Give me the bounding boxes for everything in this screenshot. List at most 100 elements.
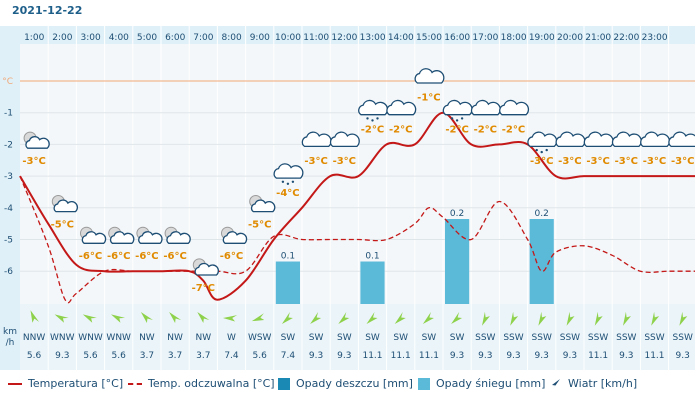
legend-wind-label: Wiatr [km/h]	[568, 377, 638, 390]
temperature-label: -3°C	[22, 156, 45, 167]
snowflake-dot	[540, 150, 543, 154]
precipitation-bar	[360, 261, 385, 304]
wind-speed-label: 9.3	[535, 351, 549, 361]
temperature-label: -3°C	[530, 156, 553, 167]
wind-direction-label: SSW	[644, 333, 664, 343]
y-tick-label: -6	[4, 267, 13, 277]
hour-label: 10:00	[275, 33, 301, 43]
wind-arrow-icon	[30, 310, 40, 323]
wind-speed-label: 3.7	[196, 351, 210, 361]
cloud-snow-icon	[442, 99, 473, 122]
precipitation-label: 0.2	[450, 209, 464, 219]
legend-temperature: Temperatura [°C]	[8, 377, 123, 390]
cloud-shape	[414, 68, 445, 84]
wind-speed-label: 11.1	[419, 351, 439, 361]
wind-arrow-shape	[451, 312, 463, 324]
cloud-shape	[222, 231, 248, 244]
wind-arrow-shape	[566, 311, 575, 326]
precipitation-bar	[529, 219, 554, 304]
temperature-label: -5°C	[51, 220, 74, 231]
y-tick-label: -1	[4, 109, 13, 119]
cloud-shape	[109, 231, 135, 244]
wind-arrow-shape	[538, 311, 547, 326]
legend-rain-swatch	[278, 378, 290, 390]
hour-label: 2:00	[52, 33, 72, 43]
legend-feels-like-swatch	[128, 383, 142, 385]
wind-arrow-shape	[394, 312, 406, 324]
wind-arrow-shape	[366, 312, 378, 324]
precipitation-label: 0.1	[281, 252, 295, 262]
y-tick-label: -5	[4, 236, 13, 246]
y-tick-label: -3	[4, 172, 13, 182]
wind-arrow-shape	[594, 311, 603, 326]
temperature-label: -2°C	[502, 124, 525, 135]
cloud-shape	[499, 99, 530, 116]
wind-arrow-shape	[481, 311, 490, 326]
temperature-label: -3°C	[586, 156, 609, 167]
wind-speed-label: 9.3	[309, 351, 323, 361]
wind-direction-label: SW	[393, 333, 408, 343]
snowflake-dot	[366, 117, 369, 120]
wind-direction-label: WNW	[106, 333, 131, 343]
wind-speed-label: 9.3	[506, 351, 520, 361]
wind-arrow-shape	[622, 311, 631, 326]
wind-direction-label: NW	[167, 333, 183, 343]
temperature-label: -6°C	[163, 251, 186, 262]
wind-arrow-icon	[538, 311, 547, 326]
wind-speed-label: 9.3	[676, 351, 690, 361]
cloud-shape	[386, 99, 417, 116]
temperature-label: -6°C	[135, 251, 158, 262]
wind-direction-label: WNW	[50, 333, 75, 343]
cloud-icon	[329, 131, 360, 148]
wind-arrow-icon	[169, 312, 182, 323]
temperature-label: -3°C	[615, 156, 638, 167]
hour-label: 3:00	[80, 33, 100, 43]
wind-direction-label: SW	[281, 333, 296, 343]
wind-speed-label: 11.1	[644, 351, 664, 361]
wind-direction-label: SSW	[475, 333, 495, 343]
wind-arrow-icon	[422, 312, 434, 324]
partly-cloudy-day-icon	[249, 195, 276, 213]
wind-speed-label: 9.3	[619, 351, 633, 361]
temperature-label: -6°C	[79, 251, 102, 262]
wind-arrow-shape	[197, 312, 210, 323]
wind-arrow-shape	[679, 311, 688, 326]
wind-speed-label: 11.1	[391, 351, 411, 361]
temperature-label: -3°C	[671, 156, 694, 167]
chart-legend: Temperatura [°C] Temp. odczuwalna [°C] O…	[0, 372, 695, 396]
feels-like-line	[19, 175, 695, 304]
hour-label: 18:00	[501, 33, 527, 43]
wind-arrow-icon	[394, 312, 406, 324]
cloud-shape	[668, 131, 695, 148]
wind-arrow-shape	[223, 315, 238, 322]
legend-snow-label: Opady śniegu [mm]	[436, 377, 546, 390]
hour-label: 8:00	[221, 33, 241, 43]
wind-arrow-shape	[30, 310, 40, 323]
temperature-label: -3°C	[333, 156, 356, 167]
wind-arrow-icon	[366, 312, 378, 324]
cloud-shape	[25, 136, 50, 149]
hour-label: 6:00	[165, 33, 185, 43]
wind-arrow-icon	[140, 312, 153, 323]
wind-unit-label: /h	[6, 338, 15, 348]
partly-cloudy-night-icon	[51, 195, 79, 213]
wind-direction-label: SSW	[616, 333, 636, 343]
wind-arrow-shape	[651, 311, 660, 326]
wind-speed-label: 9.3	[563, 351, 577, 361]
temperature-label: -2°C	[474, 124, 497, 135]
wind-arrow-icon	[82, 314, 97, 323]
weather-chart: 1:00 2:00 3:00 4:00 5:00 6:00 7:00 8:00 9:00 10:0…	[0, 26, 695, 370]
temperature-label: -5°C	[248, 220, 271, 231]
snowflake-dot	[286, 182, 290, 185]
wind-arrow-icon	[223, 315, 238, 322]
wind-arrow-icon	[54, 314, 69, 323]
wind-arrow-icon	[281, 312, 293, 324]
wind-arrow-shape	[82, 314, 97, 323]
wind-arrow-shape	[111, 314, 126, 323]
legend-snow: Opady śniegu [mm]	[418, 377, 545, 390]
partly-cloudy-night-icon	[192, 258, 220, 276]
wind-arrow-shape	[251, 313, 265, 322]
temperature-label: -7°C	[192, 283, 215, 294]
wind-speed-label: 11.1	[362, 351, 382, 361]
